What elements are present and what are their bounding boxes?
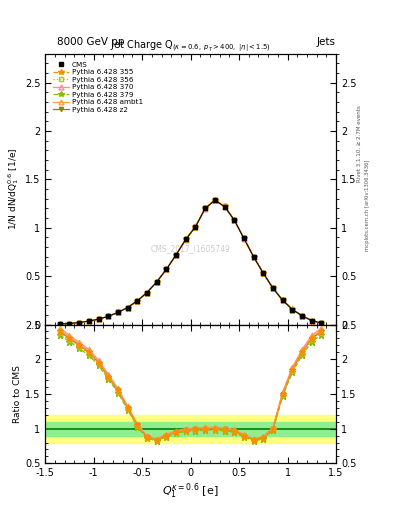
Y-axis label: Ratio to CMS: Ratio to CMS [13, 365, 22, 423]
Text: 8000 GeV pp: 8000 GeV pp [57, 37, 125, 47]
Text: Jets: Jets [317, 37, 336, 47]
Text: mcplots.cern.ch [arXiv:1306.3436]: mcplots.cern.ch [arXiv:1306.3436] [365, 159, 370, 250]
Bar [45, 415, 336, 442]
Y-axis label: 1/N dN/dQ$_1^{0.6}$ [1/e]: 1/N dN/dQ$_1^{0.6}$ [1/e] [6, 148, 21, 230]
Bar [45, 422, 336, 436]
Text: Rivet 3.1.10, ≥ 2.7M events: Rivet 3.1.10, ≥ 2.7M events [357, 105, 362, 182]
Legend: CMS, Pythia 6.428 355, Pythia 6.428 356, Pythia 6.428 370, Pythia 6.428 379, Pyt: CMS, Pythia 6.428 355, Pythia 6.428 356,… [52, 60, 145, 114]
X-axis label: $Q_1^{\kappa=0.6}$ [e]: $Q_1^{\kappa=0.6}$ [e] [162, 481, 219, 501]
Text: CMS_2017_I1605749: CMS_2017_I1605749 [151, 244, 231, 253]
Title: Jet Charge Q$_{(\kappa=0.6,\ p_T>400,\ |\eta|<1.5)}$: Jet Charge Q$_{(\kappa=0.6,\ p_T>400,\ |… [110, 38, 271, 54]
